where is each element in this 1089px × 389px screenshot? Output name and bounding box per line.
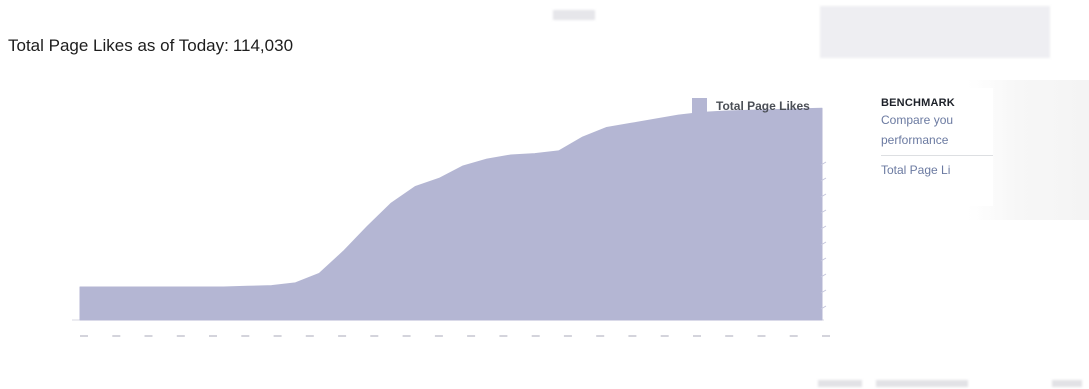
benchmark-divider (881, 155, 993, 156)
x-axis-tick (144, 335, 153, 337)
x-axis-tick (822, 335, 830, 337)
series-area-total-page-likes[interactable] (79, 107, 823, 321)
x-axis-tick (402, 335, 411, 337)
x-axis-tick (338, 335, 347, 337)
x-axis-tick (80, 335, 88, 337)
x-axis-tick (370, 335, 379, 337)
y-axis-tick (820, 225, 827, 230)
benchmark-title: BENCHMARK (881, 97, 955, 109)
blurred-patch (820, 6, 1050, 58)
x-axis-tick (531, 335, 540, 337)
x-axis-tick (757, 335, 766, 337)
y-axis-tick (820, 193, 827, 198)
blurred-patch (553, 10, 595, 20)
headline-label: Total Page Likes as of Today: (8, 36, 229, 55)
y-axis-tick (820, 273, 827, 278)
y-axis-tick (820, 209, 827, 214)
x-axis-tick (305, 335, 314, 337)
x-axis-tick (273, 335, 282, 337)
x-axis-tick (693, 335, 701, 337)
x-axis-tick (467, 335, 476, 337)
y-axis-tick (820, 161, 827, 166)
blurred-patch (876, 380, 968, 387)
chart-legend[interactable]: Total Page Likes (692, 98, 810, 113)
x-axis-tick (176, 335, 185, 337)
legend-label: Total Page Likes (716, 98, 810, 113)
x-axis-tick (209, 335, 217, 337)
x-axis-tick (596, 335, 605, 337)
y-axis-tick (820, 241, 827, 246)
x-axis-tick (499, 335, 508, 337)
page-likes-headline: Total Page Likes as of Today: 114,030 (8, 36, 293, 56)
x-axis-tick (628, 335, 637, 337)
benchmark-metric[interactable]: Total Page Li (881, 163, 951, 177)
x-axis-tick (434, 335, 443, 337)
benchmark-description-line-2: performance (881, 133, 949, 147)
blurred-patch (1052, 380, 1082, 387)
benchmark-panel: BENCHMARK Compare you performance Total … (873, 88, 993, 206)
headline-value: 114,030 (232, 36, 294, 55)
x-axis-tick (660, 335, 669, 337)
legend-swatch (692, 98, 707, 113)
x-axis-tick (563, 335, 572, 337)
y-axis-tick (820, 177, 827, 182)
x-axis-tick (112, 335, 121, 337)
x-axis-tick (789, 335, 798, 337)
y-axis-tick (820, 305, 827, 310)
y-axis-tick (820, 257, 827, 262)
blurred-patch (818, 380, 862, 387)
y-axis-tick (820, 289, 827, 294)
benchmark-description-line-1: Compare you (881, 113, 954, 127)
x-axis-tick (725, 335, 734, 337)
x-axis-tick (241, 335, 250, 337)
